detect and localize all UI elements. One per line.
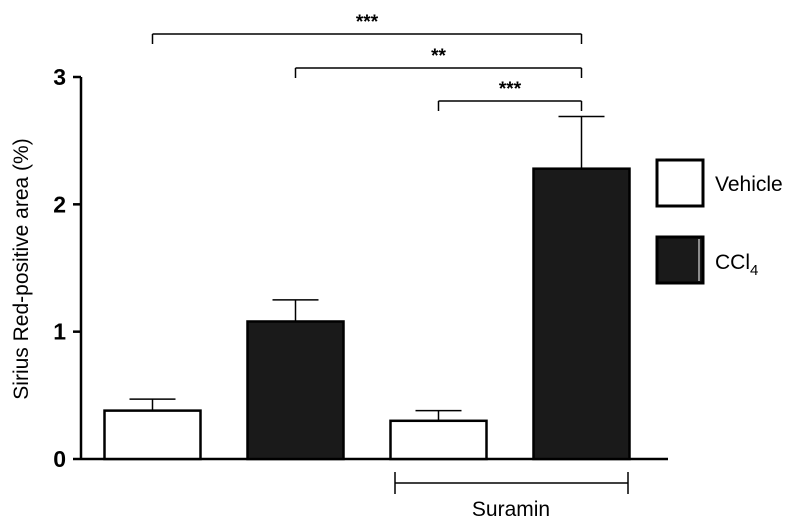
group-label-suramin: Suramin <box>472 498 550 519</box>
y-tick-label: 1 <box>53 319 66 345</box>
y-tick-label: 3 <box>53 64 66 90</box>
legend-label-ccl4: CCl4 <box>715 251 758 279</box>
significance-label: *** <box>499 79 522 100</box>
legend-label-vehicle: Vehicle <box>715 173 783 196</box>
significance-label: ** <box>431 46 446 67</box>
bar-ccl4-suramin <box>532 167 631 461</box>
legend-swatch-vehicle <box>655 158 705 208</box>
y-tick-label: 0 <box>53 446 66 472</box>
significance-bracket: *** <box>151 12 583 44</box>
significance-label: *** <box>356 12 379 33</box>
y-ticks: 0 1 2 3 <box>53 64 81 472</box>
group-bracket-suramin: Suramin <box>394 472 629 519</box>
legend: Vehicle CCl4 <box>655 158 783 285</box>
legend-label-ccl4-main: CCl <box>715 251 750 274</box>
y-tick-label: 2 <box>53 191 66 217</box>
legend-swatch-ccl4 <box>655 235 705 285</box>
legend-label-ccl4-subscript: 4 <box>750 262 758 279</box>
significance-brackets: ******** <box>151 12 583 111</box>
bar-ccl4-control <box>246 320 345 461</box>
y-axis-label: Sirius Red-positive area (%) <box>10 138 33 399</box>
bar-vehicle-control <box>103 409 202 461</box>
bar-vehicle-suramin <box>389 419 488 461</box>
significance-bracket: *** <box>437 79 583 111</box>
significance-bracket: ** <box>294 46 583 78</box>
bars <box>103 115 631 461</box>
